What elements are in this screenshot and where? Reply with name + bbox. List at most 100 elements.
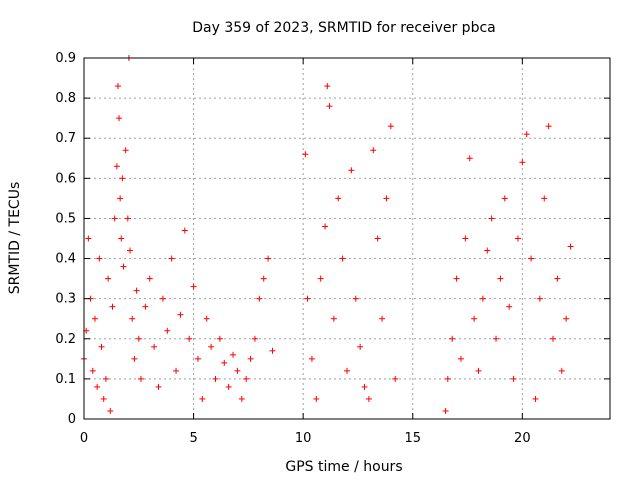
y-tick-label: 0.7 (55, 131, 76, 146)
data-point (122, 147, 129, 154)
data-point (357, 343, 364, 350)
y-tick-label: 0 (68, 412, 76, 427)
data-point (302, 151, 309, 158)
data-point (98, 343, 105, 350)
data-point (133, 287, 140, 294)
data-point (238, 395, 245, 402)
data-point (247, 355, 254, 362)
data-point (114, 83, 121, 90)
data-point (442, 407, 449, 414)
data-point (221, 359, 228, 366)
data-point (449, 335, 456, 342)
data-point (118, 235, 125, 242)
data-point (493, 335, 500, 342)
data-point (392, 375, 399, 382)
data-point (203, 315, 210, 322)
data-point (105, 275, 112, 282)
y-tick-label: 0.6 (55, 171, 76, 186)
data-point (168, 255, 175, 262)
y-tick-label: 0.1 (55, 372, 76, 387)
data-point (488, 215, 495, 222)
chart-title: Day 359 of 2023, SRMTID for receiver pbc… (192, 20, 495, 36)
data-point (129, 315, 136, 322)
data-point (199, 395, 206, 402)
data-point (339, 255, 346, 262)
data-point (304, 295, 311, 302)
data-point (164, 327, 171, 334)
data-point (208, 343, 215, 350)
data-point (85, 235, 92, 242)
data-point (528, 255, 535, 262)
data-point (348, 167, 355, 174)
data-point (317, 275, 324, 282)
data-point (550, 335, 557, 342)
data-point (563, 315, 570, 322)
data-point (109, 303, 116, 310)
data-point (308, 355, 315, 362)
data-point (326, 103, 333, 110)
axis-ticks: 0 0.1 0.2 0.3 0.4 0.5 0.6 0.7 0.8 0.9 0 5 10 15 20 (55, 51, 610, 446)
data-point (322, 223, 329, 230)
data-point (497, 275, 504, 282)
data-point (256, 295, 263, 302)
data-point (117, 195, 124, 202)
data-point (479, 295, 486, 302)
data-point (260, 275, 267, 282)
y-tick-label: 0.8 (55, 91, 76, 106)
data-point (344, 367, 350, 374)
x-axis-label: GPS time / hours (285, 459, 402, 475)
data-point (225, 383, 232, 390)
data-point (190, 283, 197, 290)
data-point (181, 227, 188, 234)
data-point (352, 295, 359, 302)
x-tick-label: 15 (404, 431, 421, 446)
data-point (120, 263, 127, 270)
data-point (457, 355, 464, 362)
data-point (251, 335, 258, 342)
data-point (243, 375, 250, 382)
data-point (387, 123, 394, 130)
y-tick-label: 0.3 (55, 292, 76, 307)
data-point (361, 383, 368, 390)
data-point (107, 407, 114, 414)
data-point (475, 367, 482, 374)
data-point (131, 355, 138, 362)
data-point (94, 383, 101, 390)
data-point (135, 335, 142, 342)
data-point (124, 215, 131, 222)
data-point (541, 195, 548, 202)
data-point (466, 155, 473, 162)
data-point (137, 375, 144, 382)
data-point (159, 295, 166, 302)
data-point (330, 315, 337, 322)
data-point (212, 375, 219, 382)
data-point (462, 235, 469, 242)
data-point (374, 235, 381, 242)
data-point (523, 131, 530, 138)
data-point (444, 375, 451, 382)
data-point (113, 163, 120, 170)
data-point (554, 275, 561, 282)
data-point (501, 195, 508, 202)
data-point (365, 395, 372, 402)
data-point (265, 255, 272, 262)
y-tick-label: 0.5 (55, 211, 76, 226)
data-point (234, 367, 241, 374)
data-point (269, 347, 276, 354)
data-point (96, 255, 103, 262)
data-point (100, 395, 107, 402)
data-point (558, 367, 565, 374)
data-point (324, 83, 331, 90)
data-point (230, 351, 237, 358)
data-point (89, 367, 96, 374)
data-point (335, 195, 342, 202)
data-point (216, 335, 223, 342)
data-point (151, 343, 158, 350)
data-point (91, 315, 98, 322)
data-point (519, 159, 526, 166)
data-point (545, 123, 552, 130)
data-point (379, 315, 386, 322)
data-point (532, 395, 539, 402)
data-point (567, 243, 574, 250)
